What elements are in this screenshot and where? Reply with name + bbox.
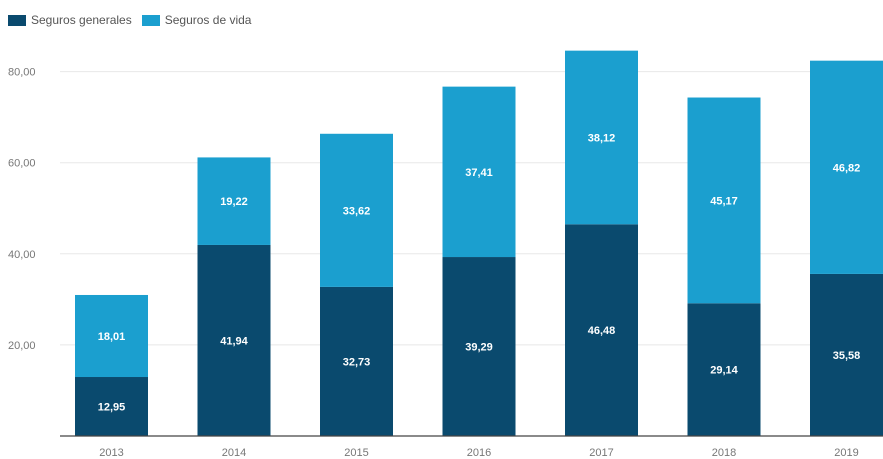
data-label: 41,94: [220, 335, 248, 347]
bar-segment: [442, 257, 516, 436]
bar-segment: [75, 377, 148, 436]
y-tick-label: 20,00: [8, 340, 36, 352]
bar-segment: [442, 86, 516, 258]
x-tick-label: 2014: [222, 447, 246, 459]
legend-label-seguros-generales: Seguros generales: [31, 13, 132, 27]
bar-segment: [197, 244, 271, 436]
data-label: 33,62: [343, 205, 371, 217]
y-tick-label: 80,00: [8, 67, 36, 79]
data-label: 32,73: [343, 356, 371, 368]
legend-item-seguros-generales: Seguros generales: [8, 13, 132, 27]
x-tick-label: 2016: [467, 447, 491, 459]
bar-segment: [197, 157, 271, 245]
bar-segment: [810, 273, 883, 436]
x-tick-label: 2013: [99, 447, 123, 459]
legend-swatch-seguros-generales: [8, 14, 26, 26]
legend: Seguros generales Seguros de vida: [8, 13, 251, 27]
bar-segment: [320, 133, 393, 287]
bar-segment: [75, 294, 148, 378]
bar-segment: [565, 224, 638, 436]
data-label: 46,82: [833, 162, 861, 174]
bar-segment: [320, 286, 393, 436]
data-label: 37,41: [465, 167, 493, 179]
bar-segment: [687, 303, 761, 436]
data-label: 12,95: [98, 402, 126, 414]
data-label: 46,48: [588, 325, 616, 337]
data-label: 45,17: [710, 195, 738, 207]
y-tick-label: 60,00: [8, 158, 36, 170]
bar-segment: [810, 60, 883, 274]
x-tick-label: 2018: [712, 447, 736, 459]
data-label: 29,14: [710, 365, 738, 377]
data-label: 19,22: [220, 196, 248, 208]
y-tick-label: 40,00: [8, 249, 36, 261]
legend-item-seguros-de-vida: Seguros de vida: [141, 13, 252, 27]
bar-segment: [687, 97, 761, 304]
data-label: 38,12: [588, 132, 616, 144]
data-label: 35,58: [833, 350, 861, 362]
legend-label-seguros-de-vida: Seguros de vida: [164, 13, 252, 27]
bar-segment: [565, 50, 638, 225]
x-tick-label: 2017: [589, 447, 613, 459]
data-label: 18,01: [98, 331, 126, 343]
x-tick-label: 2015: [344, 447, 368, 459]
legend-swatch-seguros-de-vida: [141, 14, 160, 26]
data-label: 39,29: [465, 342, 493, 354]
x-tick-label: 2019: [834, 447, 858, 459]
